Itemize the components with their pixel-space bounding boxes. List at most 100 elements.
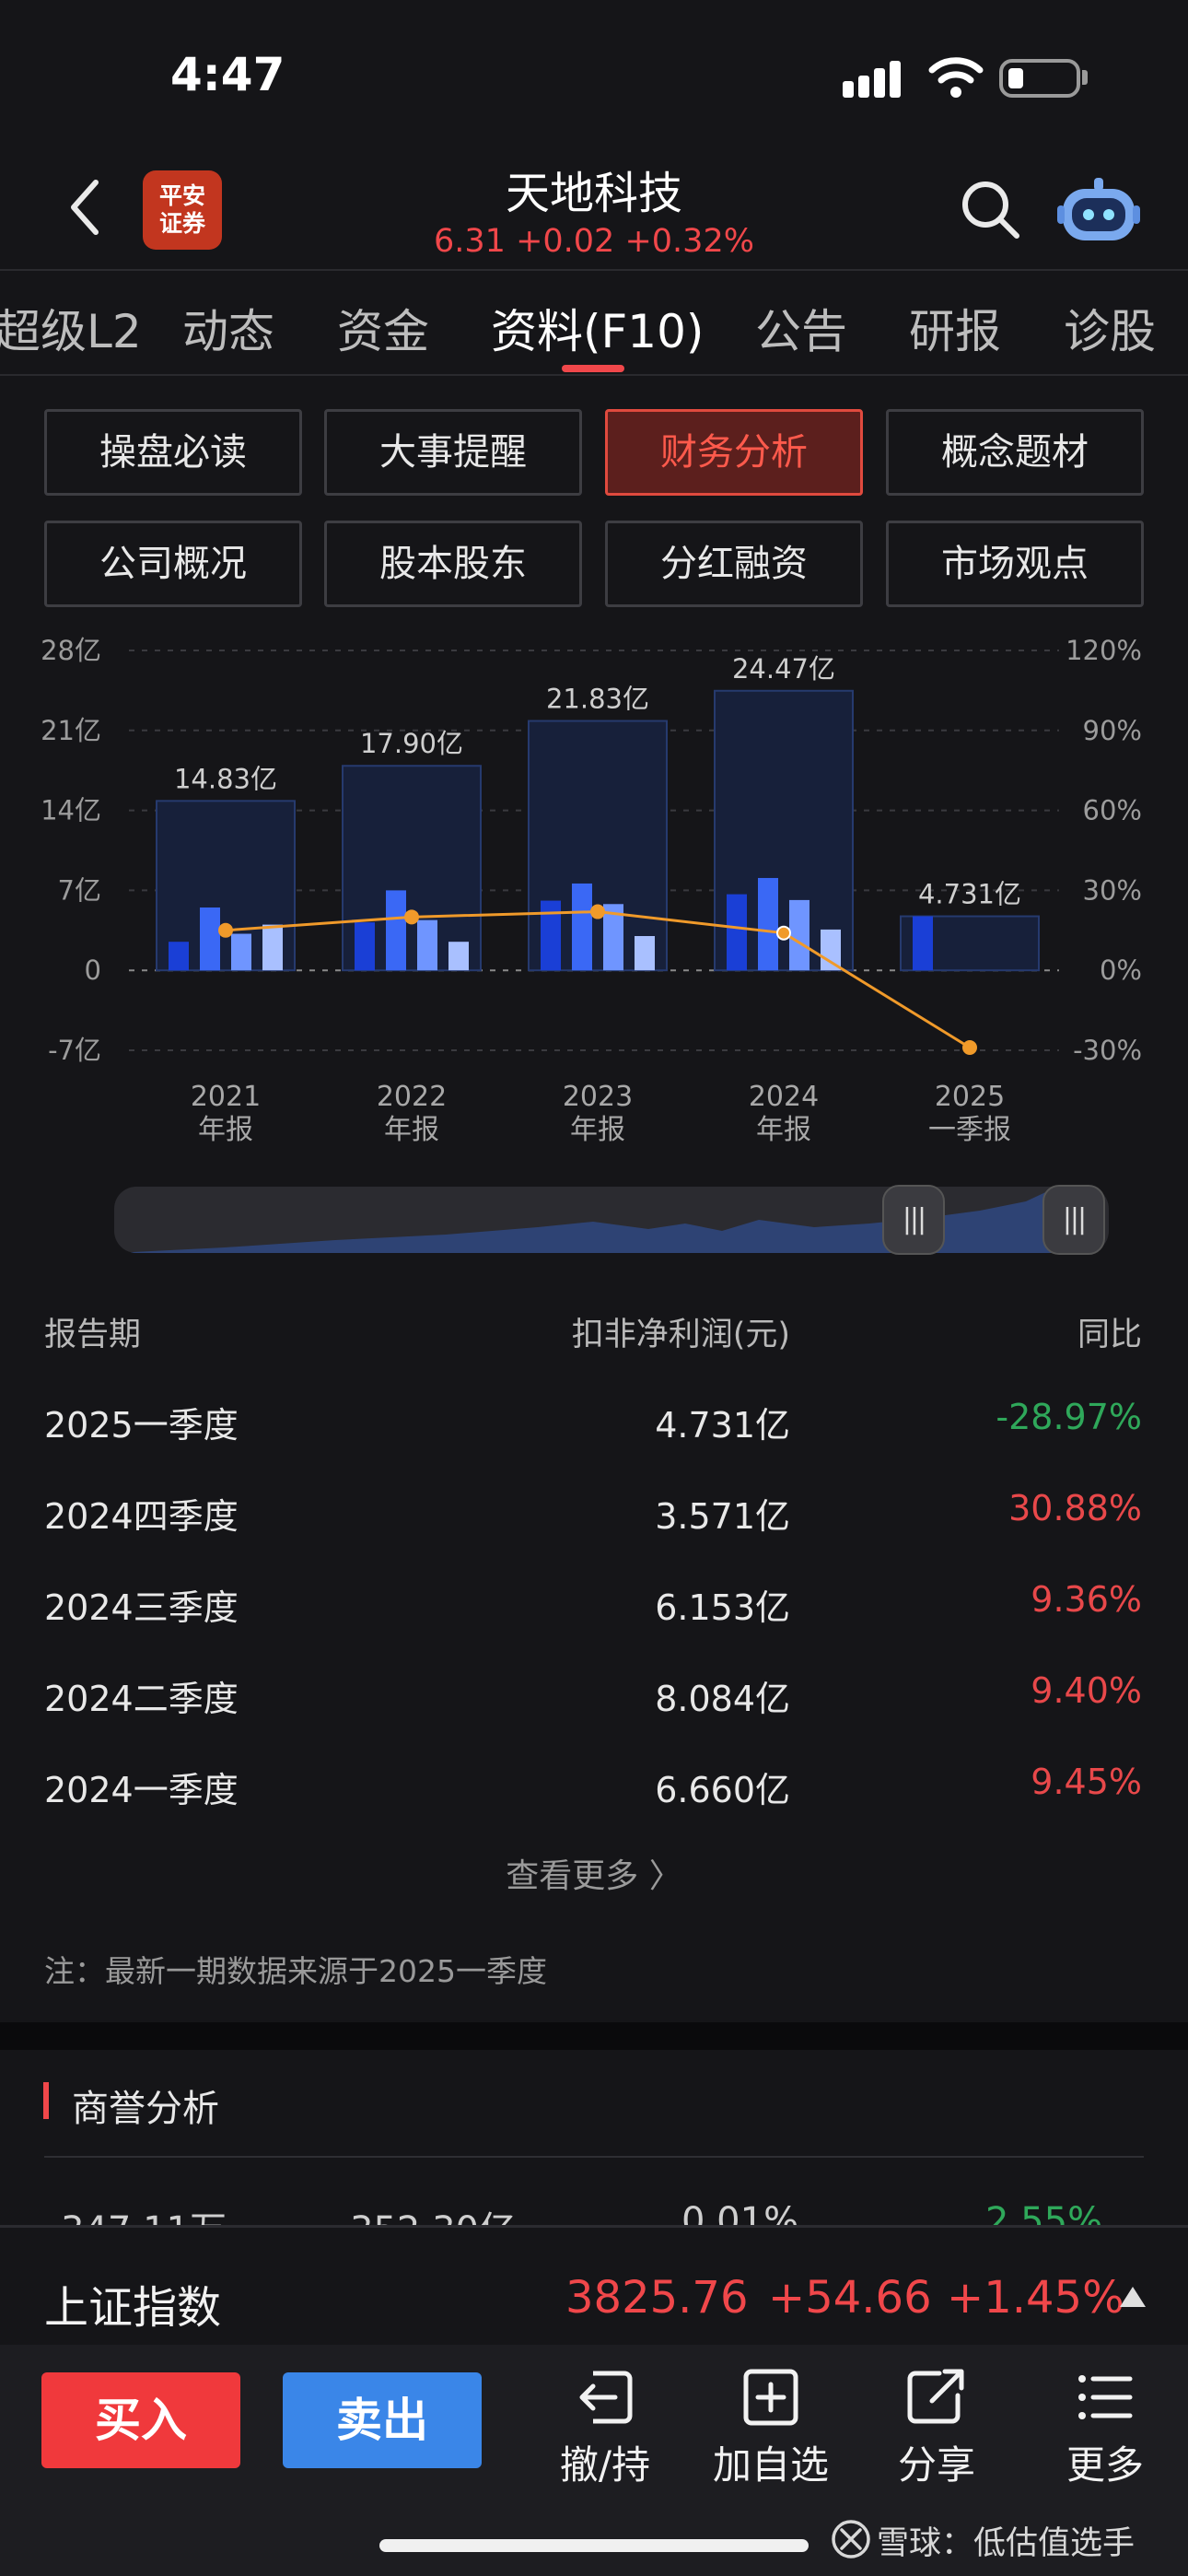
tab-news[interactable]: 动态 [182,305,274,358]
category-label: 2022 [377,1081,447,1113]
share-icon [907,2369,964,2424]
tab-announcements[interactable]: 公告 [755,305,847,358]
range-slider[interactable] [114,1187,1109,1253]
yoy-point [590,904,605,919]
section-divider [0,2022,1188,2050]
quarter-bar [169,942,189,971]
quarter-bar [386,890,406,971]
quarter-bar [758,877,778,971]
btn-dividends-financing[interactable]: 分红融资 [605,521,863,607]
btn-shareholders[interactable]: 股本股东 [324,521,582,607]
row-period: 2024三季度 [44,1587,239,1628]
quarter-bar [355,922,375,971]
category-label: 年报 [756,1114,811,1146]
btn-event-reminders[interactable]: 大事提醒 [324,409,582,496]
more-button[interactable]: 更多 [1031,2368,1179,2490]
category-label: 年报 [198,1114,253,1146]
slider-right-handle[interactable]: ||| [1042,1185,1105,1255]
index-name: 上证指数 [44,2282,222,2334]
right-tick-label: 30% [1083,874,1142,906]
sell-button[interactable]: 卖出 [283,2372,482,2468]
quarter-bar [727,894,747,971]
search-icon[interactable] [958,177,1024,243]
left-tick-label: 7亿 [58,874,101,906]
row-yoy: -28.97% [996,1397,1142,1437]
active-tab-indicator [562,365,624,372]
quarter-bar [448,942,469,971]
share-button[interactable]: 分享 [863,2368,1010,2490]
btn-trading-must-read[interactable]: 操盘必读 [44,409,302,496]
row-profit: 6.660亿 [655,1770,790,1810]
category-label: 一季报 [928,1114,1011,1146]
row-yoy: 30.88% [1008,1488,1142,1528]
left-tick-label: 14亿 [41,795,101,826]
btn-concept-themes[interactable]: 概念题材 [886,409,1144,496]
expand-up-icon[interactable] [1120,2287,1146,2307]
row-yoy: 9.45% [1031,1762,1142,1802]
stock-quote: 6.31 +0.02 +0.32% [434,223,754,260]
category-label: 2023 [563,1081,633,1113]
profit-chart[interactable]: 28亿 21亿 14亿 7亿 0 -7亿 120% 90% 60% 30% 0% -30% 14.83亿… [0,632,1188,1148]
annual-total-label: 4.731亿 [918,879,1021,910]
quarter-bar [913,916,933,971]
category-label: 年报 [570,1114,625,1146]
see-more-link[interactable]: 查看更多 〉 [506,1857,682,1895]
category-label: 年报 [384,1114,439,1146]
back-arrow-icon[interactable] [66,175,103,240]
tab-super-l2[interactable]: 超级L2 [0,305,142,358]
index-change: +54.66 [768,2272,932,2324]
quarter-bar [789,899,809,971]
tab-research[interactable]: 研报 [909,305,1001,358]
slider-overview-area [114,1188,1109,1253]
yoy-point [404,909,419,925]
withdraw-icon [579,2371,633,2424]
btn-financial-analysis[interactable]: 财务分析 [605,409,863,496]
category-label: 2025 [935,1081,1005,1113]
quarter-bar [231,933,251,971]
market-index-bar[interactable] [0,2225,1188,2345]
add-watchlist-button[interactable]: 加自选 [697,2368,844,2490]
category-label: 2021 [191,1081,261,1113]
more-label: 更多 [1066,2442,1144,2488]
header-yoy: 同比 [1077,1317,1142,1353]
row-yoy: 9.40% [1031,1670,1142,1711]
tab-f10[interactable]: 资料(F10) [491,305,705,358]
annual-total-label: 24.47亿 [732,653,835,685]
xueqiu-logo-icon [832,2520,870,2558]
left-tick-label: -7亿 [48,1035,101,1066]
index-value: 3825.76 [565,2272,749,2324]
row-yoy: 9.36% [1031,1579,1142,1620]
tab-funds[interactable]: 资金 [337,305,429,358]
btn-market-views[interactable]: 市场观点 [886,521,1144,607]
withdraw-hold-button[interactable]: 撤/持 [531,2368,679,2490]
stock-name: 天地科技 [505,168,682,219]
quarter-bar [417,919,437,971]
broker-logo-line2: 证券 [158,210,205,237]
quarter-bar [200,907,220,971]
battery-icon [999,59,1080,98]
share-label: 分享 [897,2442,975,2488]
row-period: 2024四季度 [44,1496,239,1537]
btn-company-overview[interactable]: 公司概况 [44,521,302,607]
buy-button[interactable]: 买入 [41,2372,240,2468]
right-tick-label: 0% [1100,954,1142,986]
cellular-signal-icon [843,61,916,101]
ai-robot-icon[interactable] [1057,172,1140,246]
watermark-text: 雪球：低估值选手 [877,2525,1136,2562]
more-icon [1078,2375,1133,2419]
add-watchlist-icon [743,2369,798,2426]
right-tick-label: -30% [1073,1035,1142,1066]
left-tick-label: 28亿 [41,635,101,666]
tabs-bar [0,269,1188,376]
quarter-bar [572,883,592,971]
broker-logo[interactable]: 平安 证券 [143,170,222,250]
withdraw-hold-label: 撤/持 [559,2442,651,2488]
quarter-bar [541,900,561,971]
category-label: 2024 [749,1081,819,1113]
tab-diagnosis[interactable]: 诊股 [1064,305,1156,358]
row-profit: 4.731亿 [655,1405,790,1446]
slider-left-handle[interactable]: ||| [882,1185,945,1255]
right-tick-label: 120% [1066,635,1142,666]
row-period: 2024二季度 [44,1679,239,1719]
annual-total-label: 21.83亿 [546,684,649,715]
